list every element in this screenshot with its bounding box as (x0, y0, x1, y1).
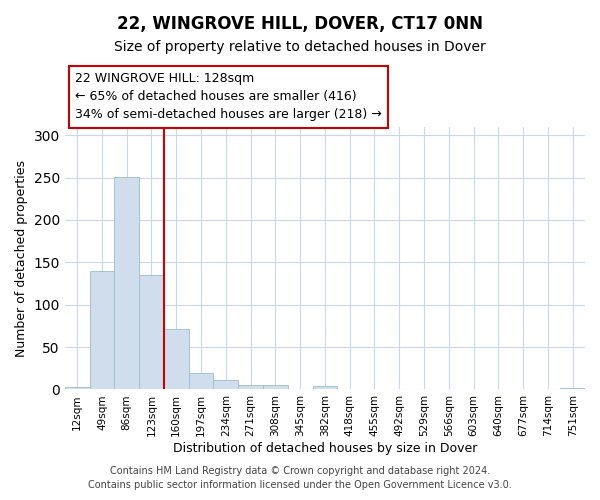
Y-axis label: Number of detached properties: Number of detached properties (15, 160, 28, 356)
Bar (115, 176, 139, 390)
Bar (313, 386, 337, 390)
Bar (188, 374, 214, 390)
Text: Size of property relative to detached houses in Dover: Size of property relative to detached ho… (114, 40, 486, 54)
X-axis label: Distribution of detached houses by size in Dover: Distribution of detached houses by size … (173, 442, 477, 455)
Bar (139, 275, 164, 390)
Text: Contains HM Land Registry data © Crown copyright and database right 2024.
Contai: Contains HM Land Registry data © Crown c… (88, 466, 512, 490)
Text: 22 WINGROVE HILL: 128sqm
← 65% of detached houses are smaller (416)
34% of semi-: 22 WINGROVE HILL: 128sqm ← 65% of detach… (75, 72, 382, 122)
Bar (238, 385, 263, 390)
Bar (214, 380, 238, 390)
Bar (412, 388, 436, 390)
Bar (164, 330, 188, 390)
Text: 22, WINGROVE HILL, DOVER, CT17 0NN: 22, WINGROVE HILL, DOVER, CT17 0NN (117, 15, 483, 33)
Bar (263, 385, 288, 390)
Bar (89, 271, 115, 390)
Bar (65, 387, 89, 390)
Bar (560, 388, 585, 390)
